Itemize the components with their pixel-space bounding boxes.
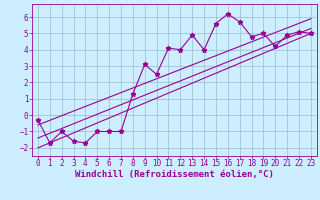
X-axis label: Windchill (Refroidissement éolien,°C): Windchill (Refroidissement éolien,°C): [75, 170, 274, 179]
